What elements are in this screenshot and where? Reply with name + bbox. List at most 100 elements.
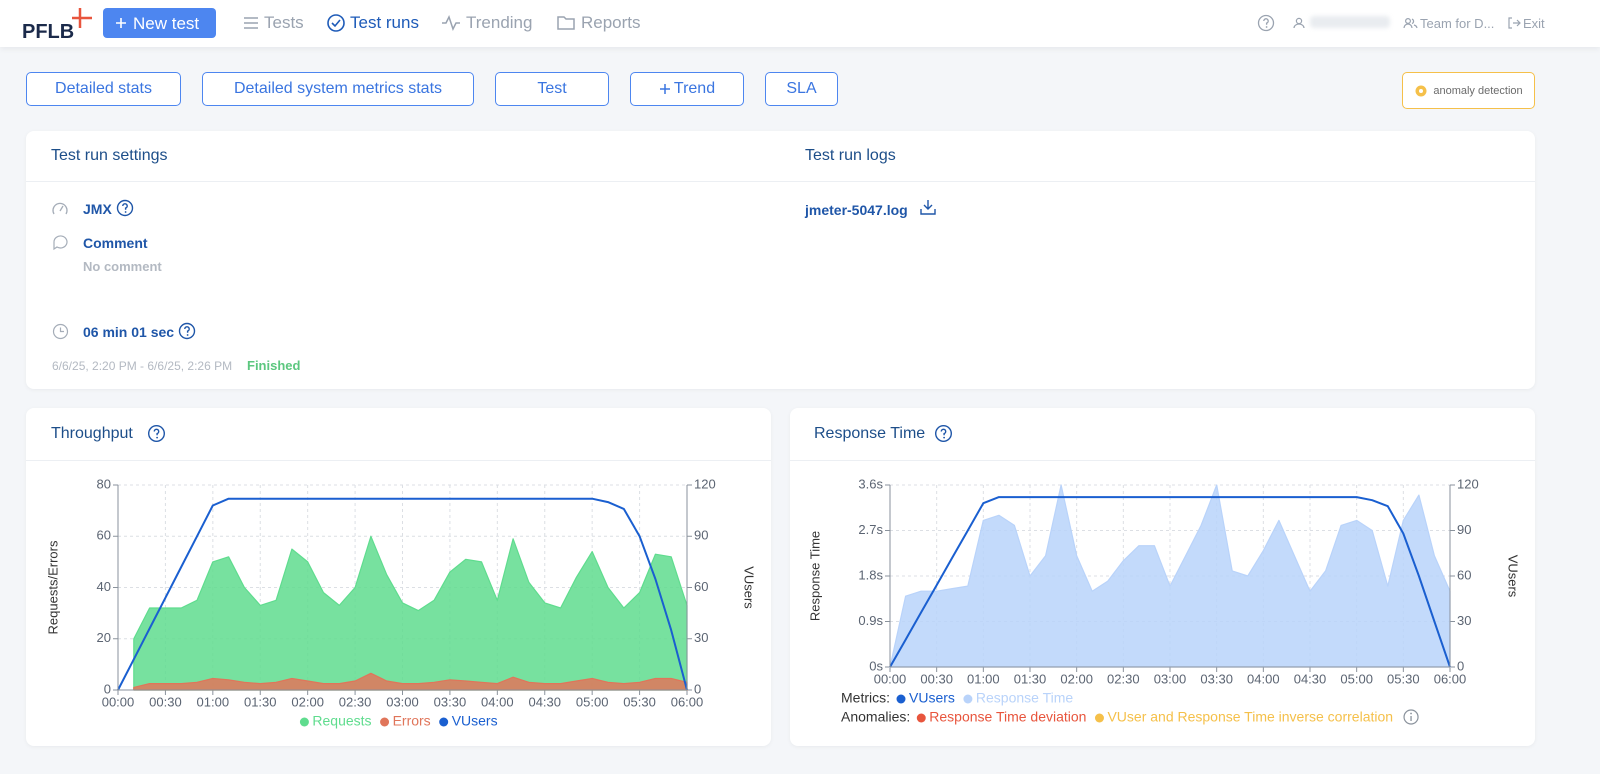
x-tick-label: 01:30 [244,694,277,709]
y-axis-label: Requests/Errors [45,540,60,634]
legend-dot [299,717,309,727]
y-tick-label: 0s [869,658,883,673]
x-tick-label: 02:00 [291,694,324,709]
throughput-card: Throughput 0 20 40 60 80 0 30 60 90 120 00:00 00:30… [26,408,771,746]
gauge-icon [52,202,68,215]
team-icon [1403,17,1418,29]
x-tick-label: 02:00 [1060,671,1093,686]
legend-label: Errors [393,713,431,729]
x-tick-label: 01:00 [967,671,1000,686]
test-button[interactable]: Test [495,72,609,106]
x-tick-label: 01:00 [197,694,230,709]
button-label: Trend [673,80,716,97]
throughput-chart: 0 20 40 60 80 0 30 60 90 120 00:00 00:30 01:00 01:30 0… [45,476,757,729]
help-icon[interactable] [147,424,166,443]
y2-axis-label: VUsers [742,566,757,609]
divider [790,460,1535,461]
x-tick-label: 00:00 [102,694,135,709]
legend: Requests Errors VUsers [299,713,498,729]
info-icon [1410,712,1412,715]
reports-icon [557,16,575,30]
legend-label: VUsers [909,690,955,706]
y-tick-label: 60 [97,528,111,543]
nav-reports[interactable]: Reports [581,13,641,32]
user-icon[interactable] [1292,16,1306,30]
script-type: JMX [83,201,112,217]
response-time-card: Response Time 0s 0.9s 1.8s 2.7s 3.6s 0 30 60 90 1… [790,408,1535,746]
y2-tick-label: 90 [1457,522,1471,537]
settings-title: Test run settings [51,147,168,164]
nav-trending[interactable]: Trending [466,13,533,32]
new-test-label: New test [133,14,200,33]
help-icon[interactable] [934,424,953,443]
logo-text: PFLB [22,21,74,42]
x-tick-label: 04:30 [1294,671,1327,686]
system-metrics-button[interactable]: Detailed system metrics stats [202,72,474,106]
line [117,497,688,691]
legend-label: VUsers [452,713,498,729]
trending-icon [442,15,460,31]
area [133,672,688,691]
y2-tick-label: 90 [694,528,708,543]
help-icon[interactable] [116,199,134,217]
help-icon[interactable] [178,322,196,340]
legend-dot [963,694,973,704]
help-icon[interactable] [1257,14,1275,32]
y-tick-label: 3.6s [858,476,883,491]
legend-label: Response Time [976,690,1073,706]
download-icon[interactable] [919,198,937,216]
plus-icon [659,84,670,94]
legend-dot [1094,713,1104,723]
blurred-user [1310,16,1390,28]
nav-tests[interactable]: Tests [264,13,304,32]
gear-icon [1415,85,1427,96]
sla-button[interactable]: SLA [765,72,838,106]
x-tick-label: 05:00 [1340,671,1373,686]
y-tick-label: 40 [97,579,111,594]
divider [26,460,771,461]
exit-icon [1508,17,1521,29]
detailed-stats-button[interactable]: Detailed stats [26,72,181,106]
area [889,484,1451,668]
x-tick-label: 05:00 [576,694,609,709]
button-label: Test [537,80,567,97]
area [133,535,688,691]
y-tick-label: 0.9s [858,613,883,628]
legend-label: Response Time deviation [929,709,1086,725]
legend-label: VUser and Response Time inverse correlat… [1107,709,1393,725]
y-tick-label: 2.7s [858,522,883,537]
new-test-button[interactable]: New test [103,8,216,38]
response-time-chart: 0s 0.9s 1.8s 2.7s 3.6s 0 30 60 90 120 00:00 00:30 01… [807,476,1520,725]
x-tick-label: 06:00 [1434,671,1467,686]
x-tick-label: 01:30 [1014,671,1047,686]
log-file[interactable]: jmeter-5047.log [805,202,908,218]
y2-tick-label: 60 [1457,567,1471,582]
x-tick-label: 03:00 [1154,671,1187,686]
trend-button[interactable]: Trend [630,72,744,106]
chart-title: Response Time [814,425,926,442]
tests-icon [244,17,258,29]
y2-tick-label: 60 [694,579,708,594]
x-tick-label: 00:00 [874,671,907,686]
button-label: Detailed system metrics stats [233,80,443,97]
y-tick-label: 1.8s [858,567,883,582]
legend-title: Metrics: [841,690,890,706]
nav-test-runs[interactable]: Test runs [350,13,419,32]
x-tick-label: 06:00 [671,694,704,709]
x-tick-label: 05:30 [623,694,656,709]
y2-tick-label: 0 [694,681,701,696]
test-runs-icon [327,14,345,32]
exit-link[interactable]: Exit [1523,16,1545,31]
legend: Metrics: VUsers Response Time Anomalies: Res… [841,690,1419,725]
comment-text: No comment [83,259,162,274]
button-label: SLA [786,80,817,97]
settings-card: Test run settings Test run logs JMX Comm… [26,131,1535,389]
clock-icon [52,323,69,340]
button-label: anomaly detection [1433,84,1523,97]
anomaly-detection-button[interactable]: anomaly detection [1402,72,1535,109]
divider [26,181,1535,182]
button-label: Detailed stats [55,80,152,97]
legend-title: Anomalies: [841,709,910,725]
team-link[interactable]: Team for D... [1420,16,1495,31]
